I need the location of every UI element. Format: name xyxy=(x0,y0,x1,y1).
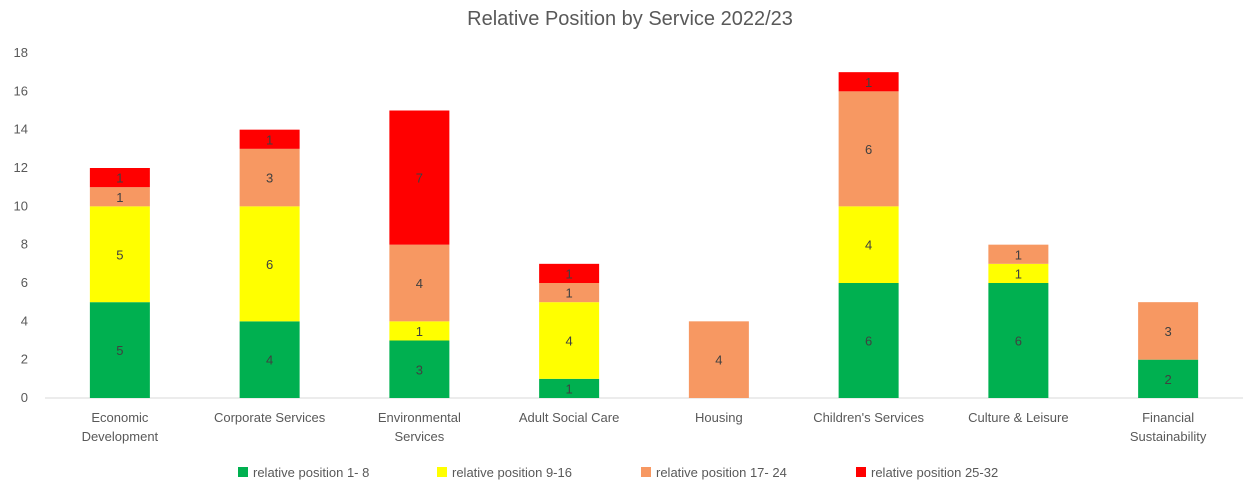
bar-segment xyxy=(688,321,749,398)
legend-swatch xyxy=(437,467,447,477)
x-category-label: Services xyxy=(394,429,444,444)
data-label: 1 xyxy=(116,190,123,205)
data-label: 1 xyxy=(566,381,573,396)
legend-label: relative position 1- 8 xyxy=(253,465,369,480)
bar-segment xyxy=(539,283,600,303)
legend-label: relative position 9-16 xyxy=(452,465,572,480)
data-label: 3 xyxy=(416,362,423,377)
x-category-label: Environmental xyxy=(378,410,461,425)
data-label: 3 xyxy=(1165,324,1172,339)
x-category-label: Culture & Leisure xyxy=(968,410,1068,425)
bar-segment xyxy=(389,340,450,398)
data-label: 4 xyxy=(266,353,273,368)
bar-segment xyxy=(539,263,600,283)
data-label: 4 xyxy=(715,353,722,368)
y-tick-label: 10 xyxy=(14,198,28,213)
bar-segment xyxy=(89,187,150,207)
data-label: 6 xyxy=(1015,334,1022,349)
bar-segment xyxy=(988,283,1049,398)
bar-segment xyxy=(239,321,300,398)
bar-segment xyxy=(838,91,899,207)
data-label: 1 xyxy=(1015,266,1022,281)
bar-segment xyxy=(838,206,899,283)
bar-segment xyxy=(239,206,300,322)
data-label: 7 xyxy=(416,171,423,186)
y-tick-label: 12 xyxy=(14,160,28,175)
data-label: 1 xyxy=(416,324,423,339)
bar-segment xyxy=(1138,302,1199,360)
legend-swatch xyxy=(238,467,248,477)
legend: relative position 1- 8 relative position … xyxy=(238,465,998,480)
x-category-label: Financial xyxy=(1142,410,1194,425)
bar-segment xyxy=(988,263,1049,283)
data-label: 3 xyxy=(266,171,273,186)
legend-swatch xyxy=(856,467,866,477)
data-label: 5 xyxy=(116,343,123,358)
data-label: 1 xyxy=(116,171,123,186)
bar-segment xyxy=(539,302,600,379)
bar-segment xyxy=(838,72,899,92)
x-axis-categories: Economic Development Corporate Services Env… xyxy=(82,410,1207,444)
data-label: 6 xyxy=(266,257,273,272)
y-tick-label: 6 xyxy=(21,275,28,290)
y-tick-label: 4 xyxy=(21,313,28,328)
legend-label: relative position 17- 24 xyxy=(656,465,787,480)
y-axis: 0 2 4 6 8 10 12 14 16 18 xyxy=(14,45,28,405)
bar-segment xyxy=(389,321,450,341)
y-tick-label: 18 xyxy=(14,45,28,60)
bar-segment xyxy=(838,283,899,398)
x-category-label: Housing xyxy=(695,410,743,425)
bar-segment xyxy=(89,302,150,398)
bar-segment xyxy=(389,244,450,322)
data-label: 4 xyxy=(566,334,573,349)
x-category-label: Economic xyxy=(91,410,149,425)
y-tick-label: 2 xyxy=(21,352,28,367)
y-tick-label: 0 xyxy=(21,390,28,405)
legend-label: relative position 25-32 xyxy=(871,465,998,480)
y-tick-label: 14 xyxy=(14,122,28,137)
data-label: 6 xyxy=(865,142,872,157)
data-label: 1 xyxy=(566,286,573,301)
bar-segment xyxy=(239,148,300,207)
y-tick-label: 16 xyxy=(14,83,28,98)
bar-segment xyxy=(89,168,150,188)
bar-segment xyxy=(1138,359,1199,398)
legend-swatch xyxy=(641,467,651,477)
bar-segment xyxy=(539,378,600,398)
x-category-label: Sustainability xyxy=(1130,429,1207,444)
data-label: 4 xyxy=(865,238,872,253)
data-label: 5 xyxy=(116,247,123,262)
bar-segment xyxy=(389,110,450,245)
bar-segment xyxy=(89,206,150,303)
data-label: 4 xyxy=(416,276,423,291)
data-label: 6 xyxy=(865,334,872,349)
data-label: 1 xyxy=(865,75,872,90)
y-tick-label: 8 xyxy=(21,237,28,252)
bar-segment xyxy=(988,244,1049,264)
bar-segment xyxy=(239,129,300,149)
x-category-label: Children's Services xyxy=(813,410,924,425)
data-label: 1 xyxy=(1015,247,1022,262)
data-label: 1 xyxy=(266,132,273,147)
x-category-label: Corporate Services xyxy=(214,410,326,425)
chart-title: Relative Position by Service 2022/23 xyxy=(467,8,793,30)
data-label: 2 xyxy=(1165,372,1172,387)
x-category-label: Adult Social Care xyxy=(519,410,619,425)
x-category-label: Development xyxy=(82,429,159,444)
data-label: 1 xyxy=(566,266,573,281)
